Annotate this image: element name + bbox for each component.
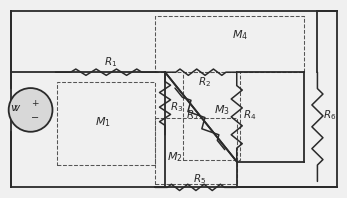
Bar xyxy=(155,118,237,184)
Text: $v$: $v$ xyxy=(12,103,21,113)
Text: $R_3$: $R_3$ xyxy=(170,100,184,114)
Text: $-$: $-$ xyxy=(31,111,40,122)
Text: $R_6$: $R_6$ xyxy=(323,108,336,122)
Text: $v$: $v$ xyxy=(10,103,19,113)
Bar xyxy=(58,82,155,165)
Text: $R_5$: $R_5$ xyxy=(193,172,206,186)
Text: $M_2$: $M_2$ xyxy=(167,151,183,165)
Text: $R_4$: $R_4$ xyxy=(243,108,256,122)
Text: $M_1$: $M_1$ xyxy=(95,115,111,129)
Ellipse shape xyxy=(9,88,52,132)
Bar xyxy=(183,72,240,160)
Text: $R_7$: $R_7$ xyxy=(186,108,200,122)
Bar xyxy=(155,16,304,72)
Text: $R_1$: $R_1$ xyxy=(104,55,117,69)
Text: $M_3$: $M_3$ xyxy=(214,103,230,117)
Text: $M_4$: $M_4$ xyxy=(232,29,248,42)
Text: $R_2$: $R_2$ xyxy=(198,75,211,89)
Text: +: + xyxy=(31,99,39,108)
